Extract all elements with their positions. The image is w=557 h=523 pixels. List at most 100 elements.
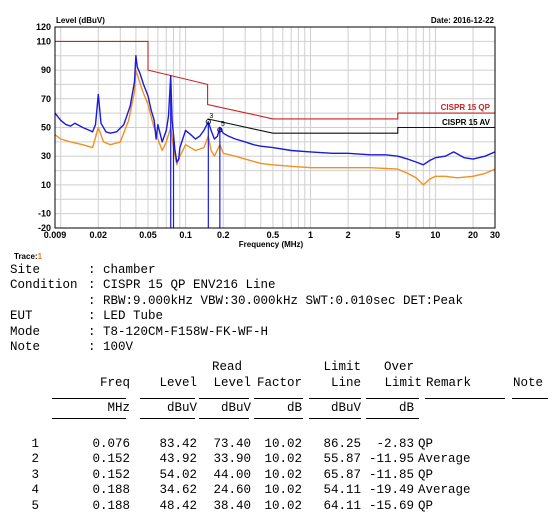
row-remark: QP — [418, 499, 434, 513]
header-rule — [425, 398, 505, 399]
marker-point — [217, 127, 223, 133]
chart-title: Level (dBuV) — [56, 16, 105, 25]
average-trace — [54, 69, 496, 186]
header-rule — [366, 398, 419, 399]
plot-frame — [54, 26, 496, 229]
row-read-level: 24.60 — [213, 483, 251, 497]
row-limit-line: 86.25 — [323, 437, 361, 451]
row-limit-line: 64.11 — [323, 499, 361, 513]
y-tick-label: -10 — [38, 209, 51, 219]
row-limit-line: 54.11 — [323, 483, 361, 497]
row-level: 48.42 — [159, 499, 197, 513]
unit-rule — [140, 418, 195, 419]
x-axis-label: Frequency (MHz) — [239, 240, 304, 249]
row-over-limit: -11.85 — [368, 468, 414, 482]
info-value: : 100V — [88, 340, 134, 354]
row-remark: Average — [418, 483, 471, 497]
x-tick-label: 30 — [490, 230, 500, 240]
trace-label: Trace:1 — [14, 252, 42, 261]
header-rule — [199, 398, 249, 399]
col-head-over-limit: Limit — [384, 376, 422, 390]
row-remark: Average — [418, 452, 471, 466]
limit-line-av — [207, 118, 495, 134]
x-tick-label: 0.5 — [267, 230, 280, 240]
peak-markers: 35 — [205, 113, 225, 133]
unit-limit-line: dBuV — [330, 401, 361, 415]
row-level: 43.92 — [159, 452, 197, 466]
col-head-freq: Freq — [99, 376, 130, 390]
plot-background — [0, 0, 557, 252]
x-tick-label: 0.009 — [44, 230, 67, 240]
row-index: 4 — [31, 483, 39, 497]
col-head-top-limit: Limit — [323, 360, 361, 374]
x-tick-label: 5 — [395, 230, 400, 240]
row-freq: 0.188 — [92, 499, 130, 513]
y-tick-label: 90 — [41, 65, 51, 75]
row-factor: 10.02 — [264, 468, 302, 482]
x-tick-label: 2 — [346, 230, 351, 240]
info-value: : CISPR 15 QP ENV216 Line — [88, 278, 276, 292]
marker-label: 5 — [221, 121, 225, 128]
row-over-limit: -15.69 — [368, 499, 414, 513]
row-freq: 0.076 — [92, 437, 130, 451]
info-key: Condition — [10, 278, 78, 292]
unit-rule — [52, 418, 126, 419]
info-value: : chamber — [88, 263, 156, 277]
col-head-factor: Factor — [256, 376, 302, 390]
info-value: : LED Tube — [88, 309, 164, 323]
chart-date: Date: 2016-12-22 — [431, 16, 495, 25]
col-head-top-read: Read — [211, 360, 242, 374]
legend-av: CISPR 15 AV — [442, 118, 491, 127]
row-level: 83.42 — [159, 437, 197, 451]
x-tick-label: 0.2 — [217, 230, 230, 240]
header-rule — [512, 398, 548, 399]
row-factor: 10.02 — [264, 483, 302, 497]
y-tick-label: 50 — [41, 123, 51, 133]
header-rule — [254, 398, 303, 399]
col-head-level: Level — [159, 376, 197, 390]
test-report: Trace:1 Site: chamber Condition: CISPR 1… — [0, 250, 557, 523]
row-index: 1 — [31, 437, 39, 451]
row-factor: 10.02 — [264, 437, 302, 451]
trace-number: 1 — [37, 252, 43, 261]
marker-label: 3 — [209, 113, 213, 120]
unit-rule — [254, 418, 303, 419]
row-limit-line: 65.87 — [323, 468, 361, 482]
info-key: Mode — [10, 325, 41, 339]
y-tick-label: 120 — [36, 22, 51, 32]
row-freq: 0.152 — [92, 468, 130, 482]
info-value: : RBW:9.000kHz VBW:30.000kHz SWT:0.010se… — [88, 294, 464, 308]
col-head-read-level: Level — [213, 376, 251, 390]
limit-line-qp — [55, 40, 495, 120]
unit-rule — [199, 418, 249, 419]
info-key: EUT — [10, 309, 33, 323]
col-head-note: Note — [513, 376, 544, 390]
y-tick-label: 10 — [41, 180, 51, 190]
marker-point — [205, 119, 211, 125]
col-head-limit-line: Line — [330, 376, 361, 390]
row-remark: QP — [418, 468, 434, 482]
axis-labels: 0.009 0.02 0.05 0.1 0.2 0.5 1 2 5 10 20 30 120 110 90 7… — [36, 22, 500, 240]
y-tick-label: 30 — [41, 151, 51, 161]
header-rule — [140, 398, 195, 399]
unit-freq: MHz — [107, 401, 130, 415]
row-read-level: 44.00 — [213, 468, 251, 482]
x-tick-label: 20 — [468, 230, 478, 240]
row-remark: QP — [418, 437, 434, 451]
row-over-limit: -2.83 — [376, 437, 414, 451]
x-tick-label: 10 — [430, 230, 440, 240]
row-over-limit: -11.95 — [368, 452, 414, 466]
row-freq: 0.152 — [92, 452, 130, 466]
limit-lines — [55, 40, 495, 134]
row-index: 3 — [31, 468, 39, 482]
row-factor: 10.02 — [264, 452, 302, 466]
unit-read-level: dBuV — [220, 401, 251, 415]
col-head-top-over: Over — [383, 360, 414, 374]
unit-level: dBuV — [166, 401, 197, 415]
peak-trace — [54, 55, 496, 166]
unit-over-limit: dB — [398, 401, 414, 415]
x-tick-label: 0.02 — [90, 230, 108, 240]
row-index: 2 — [31, 452, 39, 466]
unit-rule — [309, 418, 361, 419]
row-read-level: 73.40 — [213, 437, 251, 451]
